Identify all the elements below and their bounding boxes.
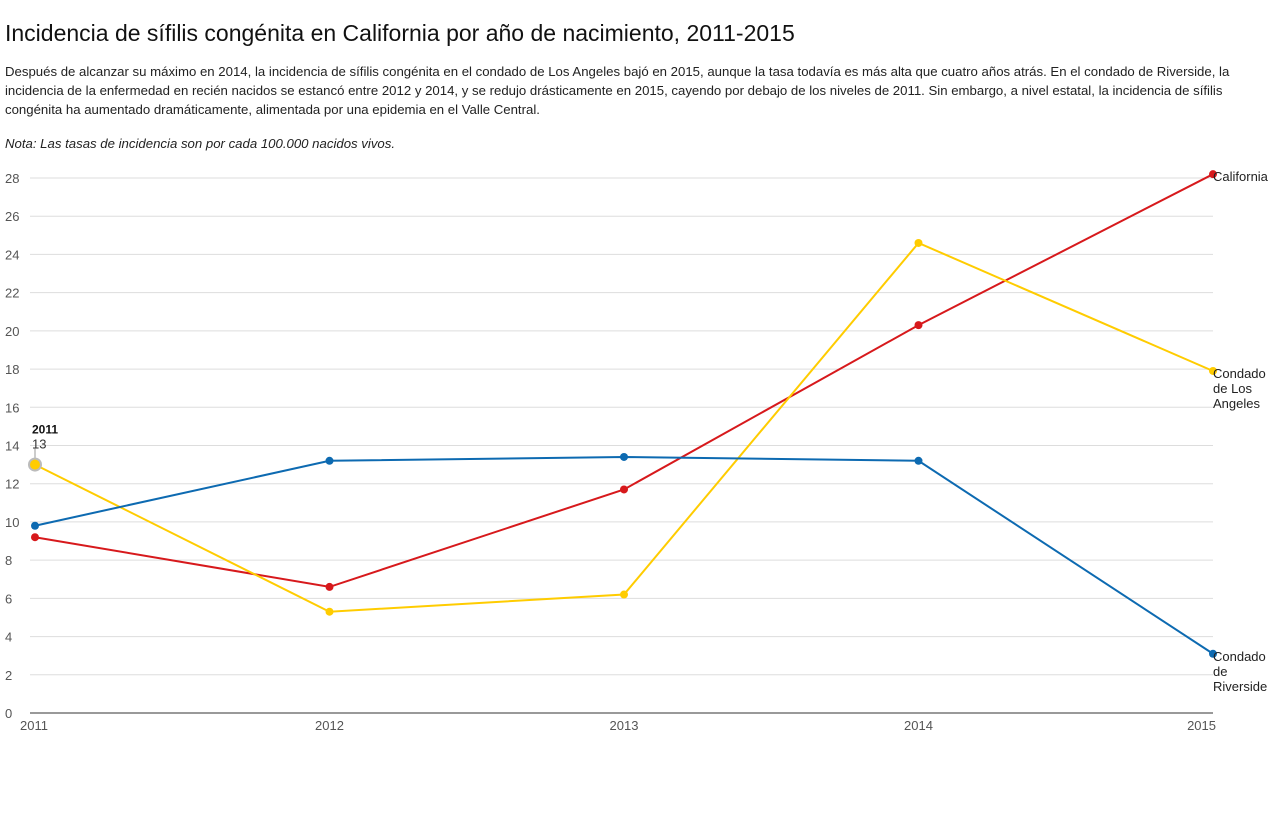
data-point (914, 238, 923, 247)
y-tick-label: 22 (5, 286, 19, 301)
x-tick-label: 2014 (904, 718, 933, 733)
y-tick-label: 26 (5, 209, 19, 224)
y-tick-label: 10 (5, 515, 19, 530)
x-tick-label: 2011 (20, 718, 48, 733)
y-tick-label: 18 (5, 362, 19, 377)
highlighted-point (28, 457, 42, 472)
y-tick-label: 20 (5, 324, 19, 339)
data-point (914, 321, 923, 330)
tooltip-category: 2011 (32, 423, 58, 437)
y-tick-label: 6 (5, 591, 12, 606)
data-point (1209, 649, 1217, 658)
series-label: Condado de Los Angeles (1213, 366, 1266, 411)
data-point (1209, 366, 1217, 375)
series-california (31, 170, 1217, 591)
data-point (31, 533, 39, 542)
gridlines (30, 177, 1213, 676)
data-point (325, 582, 334, 591)
y-tick-label: 12 (5, 477, 19, 492)
series-line (34, 241, 1214, 613)
x-axis: 2011 2012 2013 2014 2015 (20, 712, 1216, 733)
series-label: California (1213, 169, 1269, 184)
data-point (1209, 170, 1217, 179)
data-point (620, 590, 628, 599)
data-point (325, 456, 334, 465)
data-point (620, 452, 628, 461)
y-tick-label: 4 (5, 630, 12, 645)
y-tick-label: 8 (5, 553, 12, 568)
series-line (34, 173, 1214, 588)
series-condado-de-riverside (31, 452, 1217, 658)
x-tick-label: 2012 (315, 718, 344, 733)
series-lines (31, 170, 1217, 658)
y-tick-label: 16 (5, 400, 19, 415)
data-point (325, 607, 334, 616)
tooltip-value: 13 (32, 437, 46, 452)
y-tick-label: 24 (5, 247, 19, 262)
chart-note: Nota: Las tasas de incidencia son por ca… (5, 136, 396, 151)
series-condado-de-los-angeles (31, 238, 1217, 616)
chart-title: Incidencia de sífilis congénita en Calif… (5, 20, 795, 46)
y-tick-label: 28 (5, 171, 19, 186)
data-point (620, 485, 628, 494)
data-point (914, 456, 923, 465)
y-tick-label: 2 (5, 668, 12, 683)
chart-description: Después de alcanzar su máximo en 2014, l… (5, 64, 1230, 117)
y-tick-label: 0 (5, 706, 12, 721)
x-tick-label: 2013 (610, 718, 639, 733)
data-point (31, 521, 39, 530)
series-label: Condado de Riverside (1213, 649, 1267, 694)
series-labels: California Condado de Los Angeles Condado de R… (1213, 169, 1269, 694)
x-tick-label: 2015 (1187, 718, 1216, 733)
y-tick-label: 14 (5, 439, 19, 454)
